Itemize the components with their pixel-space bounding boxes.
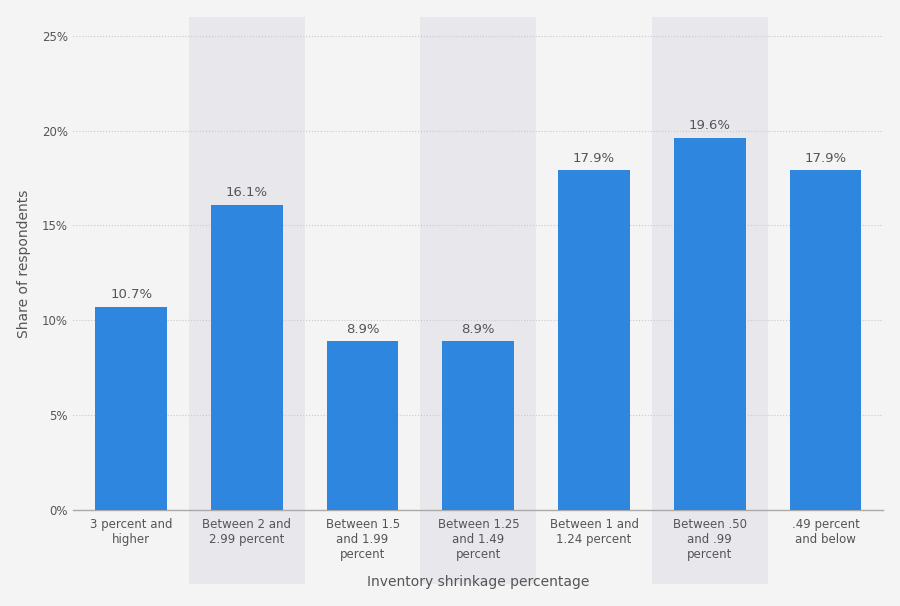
Bar [652,17,768,510]
Bar [420,17,536,510]
X-axis label: Inventory shrinkage percentage: Inventory shrinkage percentage [367,575,590,589]
Text: 10.7%: 10.7% [110,288,152,301]
Bar [674,138,745,510]
Bar [95,307,167,510]
Bar [443,341,514,510]
Text: 8.9%: 8.9% [462,322,495,336]
Bar [211,205,283,510]
Bar [327,341,399,510]
Text: 17.9%: 17.9% [573,152,615,165]
Bar [652,17,768,584]
Bar [189,17,305,510]
Bar [789,170,861,510]
Y-axis label: Share of respondents: Share of respondents [17,189,31,338]
Text: 19.6%: 19.6% [688,119,731,133]
Text: 8.9%: 8.9% [346,322,380,336]
Bar [189,17,305,584]
Bar [420,17,536,584]
Bar [558,170,630,510]
Text: 17.9%: 17.9% [805,152,847,165]
Text: 16.1%: 16.1% [226,186,268,199]
